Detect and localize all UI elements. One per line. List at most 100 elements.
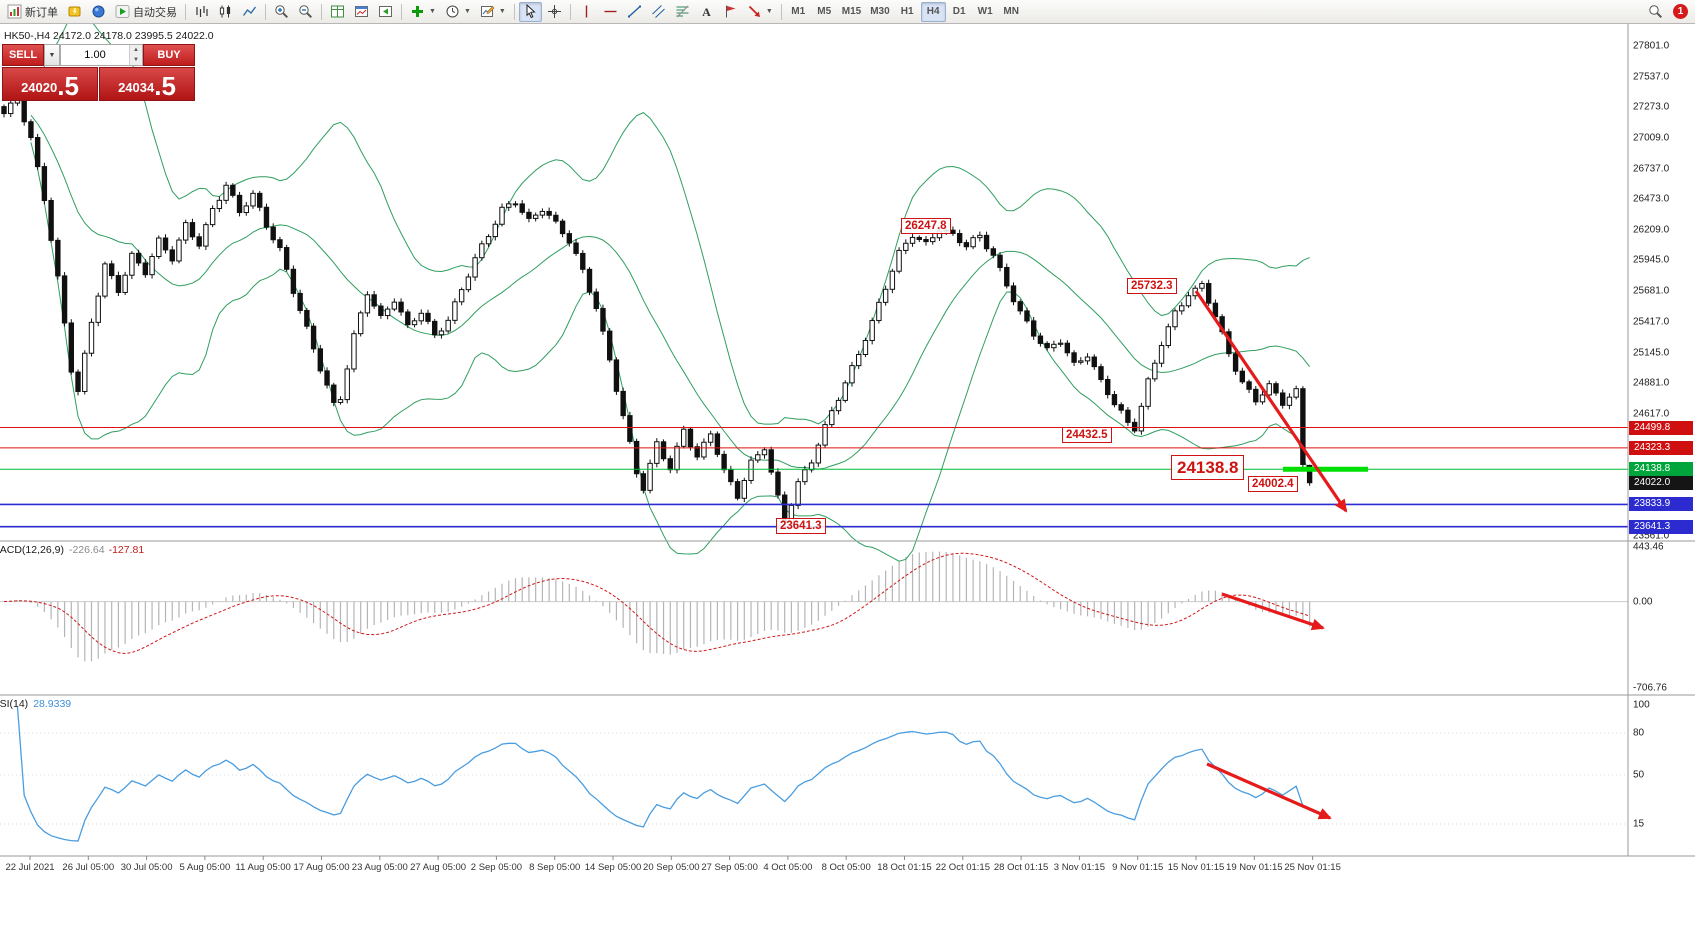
candle-bear [108, 263, 115, 277]
tab-timeframe-m5[interactable]: M5 [812, 2, 837, 22]
tab-timeframe-mn[interactable]: MN [999, 2, 1024, 22]
stepper-down-icon[interactable]: ▼ [130, 55, 142, 65]
cursor-button[interactable] [518, 1, 542, 22]
chart-canvas[interactable] [0, 24, 1695, 949]
candle-bear [546, 210, 552, 216]
candle-bear [768, 449, 774, 473]
candle-bear [1111, 394, 1118, 406]
stepper-up-icon[interactable]: ▲ [130, 45, 142, 55]
text-tool-button[interactable]: A [695, 2, 718, 22]
candle-bull [1138, 405, 1145, 432]
candle-bull [748, 459, 754, 481]
tab-timeframe-h1[interactable]: H1 [895, 2, 920, 22]
crosshair-button[interactable] [543, 2, 566, 22]
autotrading-button[interactable]: 自动交易 [111, 2, 181, 22]
candle-bear [331, 384, 337, 403]
chart-shift-button[interactable] [374, 2, 397, 22]
candle-bear [627, 415, 633, 442]
tile-windows-button[interactable] [326, 2, 349, 22]
candle-bull [95, 295, 101, 323]
lot-size-input[interactable] [61, 45, 129, 65]
sell-price-display[interactable]: 24020 .5 [2, 67, 98, 101]
period-button[interactable]: ▼ [441, 2, 475, 22]
channel-tool-button[interactable] [647, 2, 670, 22]
new-order-button[interactable]: 新订单 [3, 2, 62, 22]
tab-timeframe-d1[interactable]: D1 [947, 2, 972, 22]
tab-timeframe-w1[interactable]: W1 [973, 2, 998, 22]
candle-bull [808, 462, 815, 471]
candle-bear [781, 494, 788, 523]
candle-bull [176, 239, 182, 262]
label-tool-button[interactable] [719, 2, 742, 22]
rsi-name: RSI(14) [0, 698, 29, 710]
tab-timeframe-h4[interactable]: H4 [920, 1, 946, 22]
candle-bear [1105, 379, 1111, 396]
chart-window-button[interactable] [350, 2, 373, 22]
horizontal-levels[interactable] [0, 427, 1628, 528]
chart-window[interactable]: 27801.0 27537.0 27273.0 27009.0 26737.0 26473… [0, 24, 1695, 949]
candle-bull [701, 441, 707, 458]
candle-bear [425, 312, 431, 322]
candle-bear [997, 254, 1003, 268]
chevron-down-icon: ▼ [463, 8, 471, 15]
candle-bear [1024, 310, 1030, 322]
vertical-line-tool-button[interactable] [575, 2, 598, 22]
sell-button[interactable]: SELL [2, 44, 44, 66]
add-indicator-button[interactable]: ▼ [406, 2, 440, 22]
candle-bull [856, 353, 862, 367]
bar-chart-button[interactable] [190, 2, 213, 22]
macd-series [3, 551, 1311, 662]
template-button[interactable]: ▼ [476, 2, 510, 22]
bar-chart-icon [196, 6, 208, 17]
buy-price-display[interactable]: 24034 .5 [99, 67, 195, 101]
candle-bear [990, 248, 997, 256]
trend-arrow [1194, 290, 1348, 513]
buy-button[interactable]: BUY [143, 44, 195, 66]
data-window-button[interactable] [87, 2, 110, 22]
candle-bear [633, 440, 640, 475]
trendline-tool-button[interactable] [623, 2, 646, 22]
candle-bear [142, 262, 149, 276]
chevron-down-icon: ▼ [48, 51, 56, 59]
candle-bear [189, 222, 196, 238]
candle-bear [378, 305, 384, 317]
macd-signal-line [3, 552, 1310, 655]
candle-bear [1044, 342, 1050, 349]
zoom-in-button[interactable] [270, 2, 293, 22]
line-chart-button[interactable] [238, 2, 261, 22]
search-button[interactable] [1644, 2, 1667, 22]
candle-bull [822, 424, 828, 446]
tab-timeframe-m15[interactable]: M15 [838, 2, 865, 22]
tab-timeframe-m1[interactable]: M1 [786, 2, 811, 22]
chart-title: HK50-,H4 24172.0 24178.0 23995.5 24022.0 [4, 30, 214, 42]
candle-bear [721, 453, 727, 471]
notification-badge[interactable]: 1 [1673, 4, 1688, 19]
candle-bear [1010, 285, 1017, 303]
horizontal-line-tool-button[interactable] [599, 2, 622, 22]
candle-bear [1253, 388, 1259, 403]
toolbar-separator [321, 3, 322, 20]
buy-price-main: 24034 [118, 79, 155, 95]
candle-bull [183, 222, 189, 241]
order-type-dropdown[interactable]: ▼ [44, 44, 60, 66]
fibonacci-icon [676, 5, 689, 18]
candle-bull [391, 301, 398, 310]
candle-bear [593, 291, 599, 310]
tab-timeframe-m30[interactable]: M30 [866, 2, 893, 22]
candle-bull [707, 433, 714, 443]
trend-arrows[interactable] [1194, 290, 1348, 820]
market-watch-button[interactable] [63, 2, 86, 22]
candle-bull [755, 454, 761, 461]
candle-bear [277, 239, 283, 249]
one-click-trading-panel: SELL ▼ ▲ ▼ BUY 24020 .5 24034 .5 [2, 44, 195, 101]
candle-bear [573, 242, 579, 254]
candle-bull [1172, 310, 1178, 328]
zoom-out-button[interactable] [294, 2, 317, 22]
candlestick-chart-button[interactable] [214, 2, 237, 22]
arrows-tool-button[interactable]: ▼ [743, 2, 777, 22]
candle-bear [236, 194, 243, 214]
cursor-icon [526, 4, 536, 19]
toolbar-separator [265, 3, 266, 20]
candle-bull [492, 223, 498, 238]
fibonacci-tool-button[interactable] [671, 2, 694, 22]
